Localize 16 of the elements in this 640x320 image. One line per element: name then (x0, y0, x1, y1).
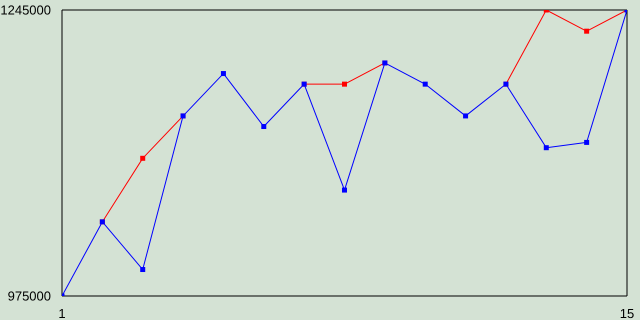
y-tick-label: 1245000 (0, 2, 51, 18)
point (342, 188, 347, 193)
x-tick-label: 1 (58, 306, 66, 320)
point (220, 71, 226, 76)
point (261, 124, 266, 130)
x-tick-label: 15 (620, 306, 634, 320)
line-series (62, 10, 627, 296)
point (422, 82, 428, 87)
point (584, 140, 590, 145)
point (140, 156, 146, 161)
point (584, 28, 590, 34)
point (544, 145, 549, 150)
point (342, 82, 347, 87)
point (463, 113, 468, 118)
point (140, 267, 146, 272)
y-tick-label: 975000 (8, 288, 51, 304)
